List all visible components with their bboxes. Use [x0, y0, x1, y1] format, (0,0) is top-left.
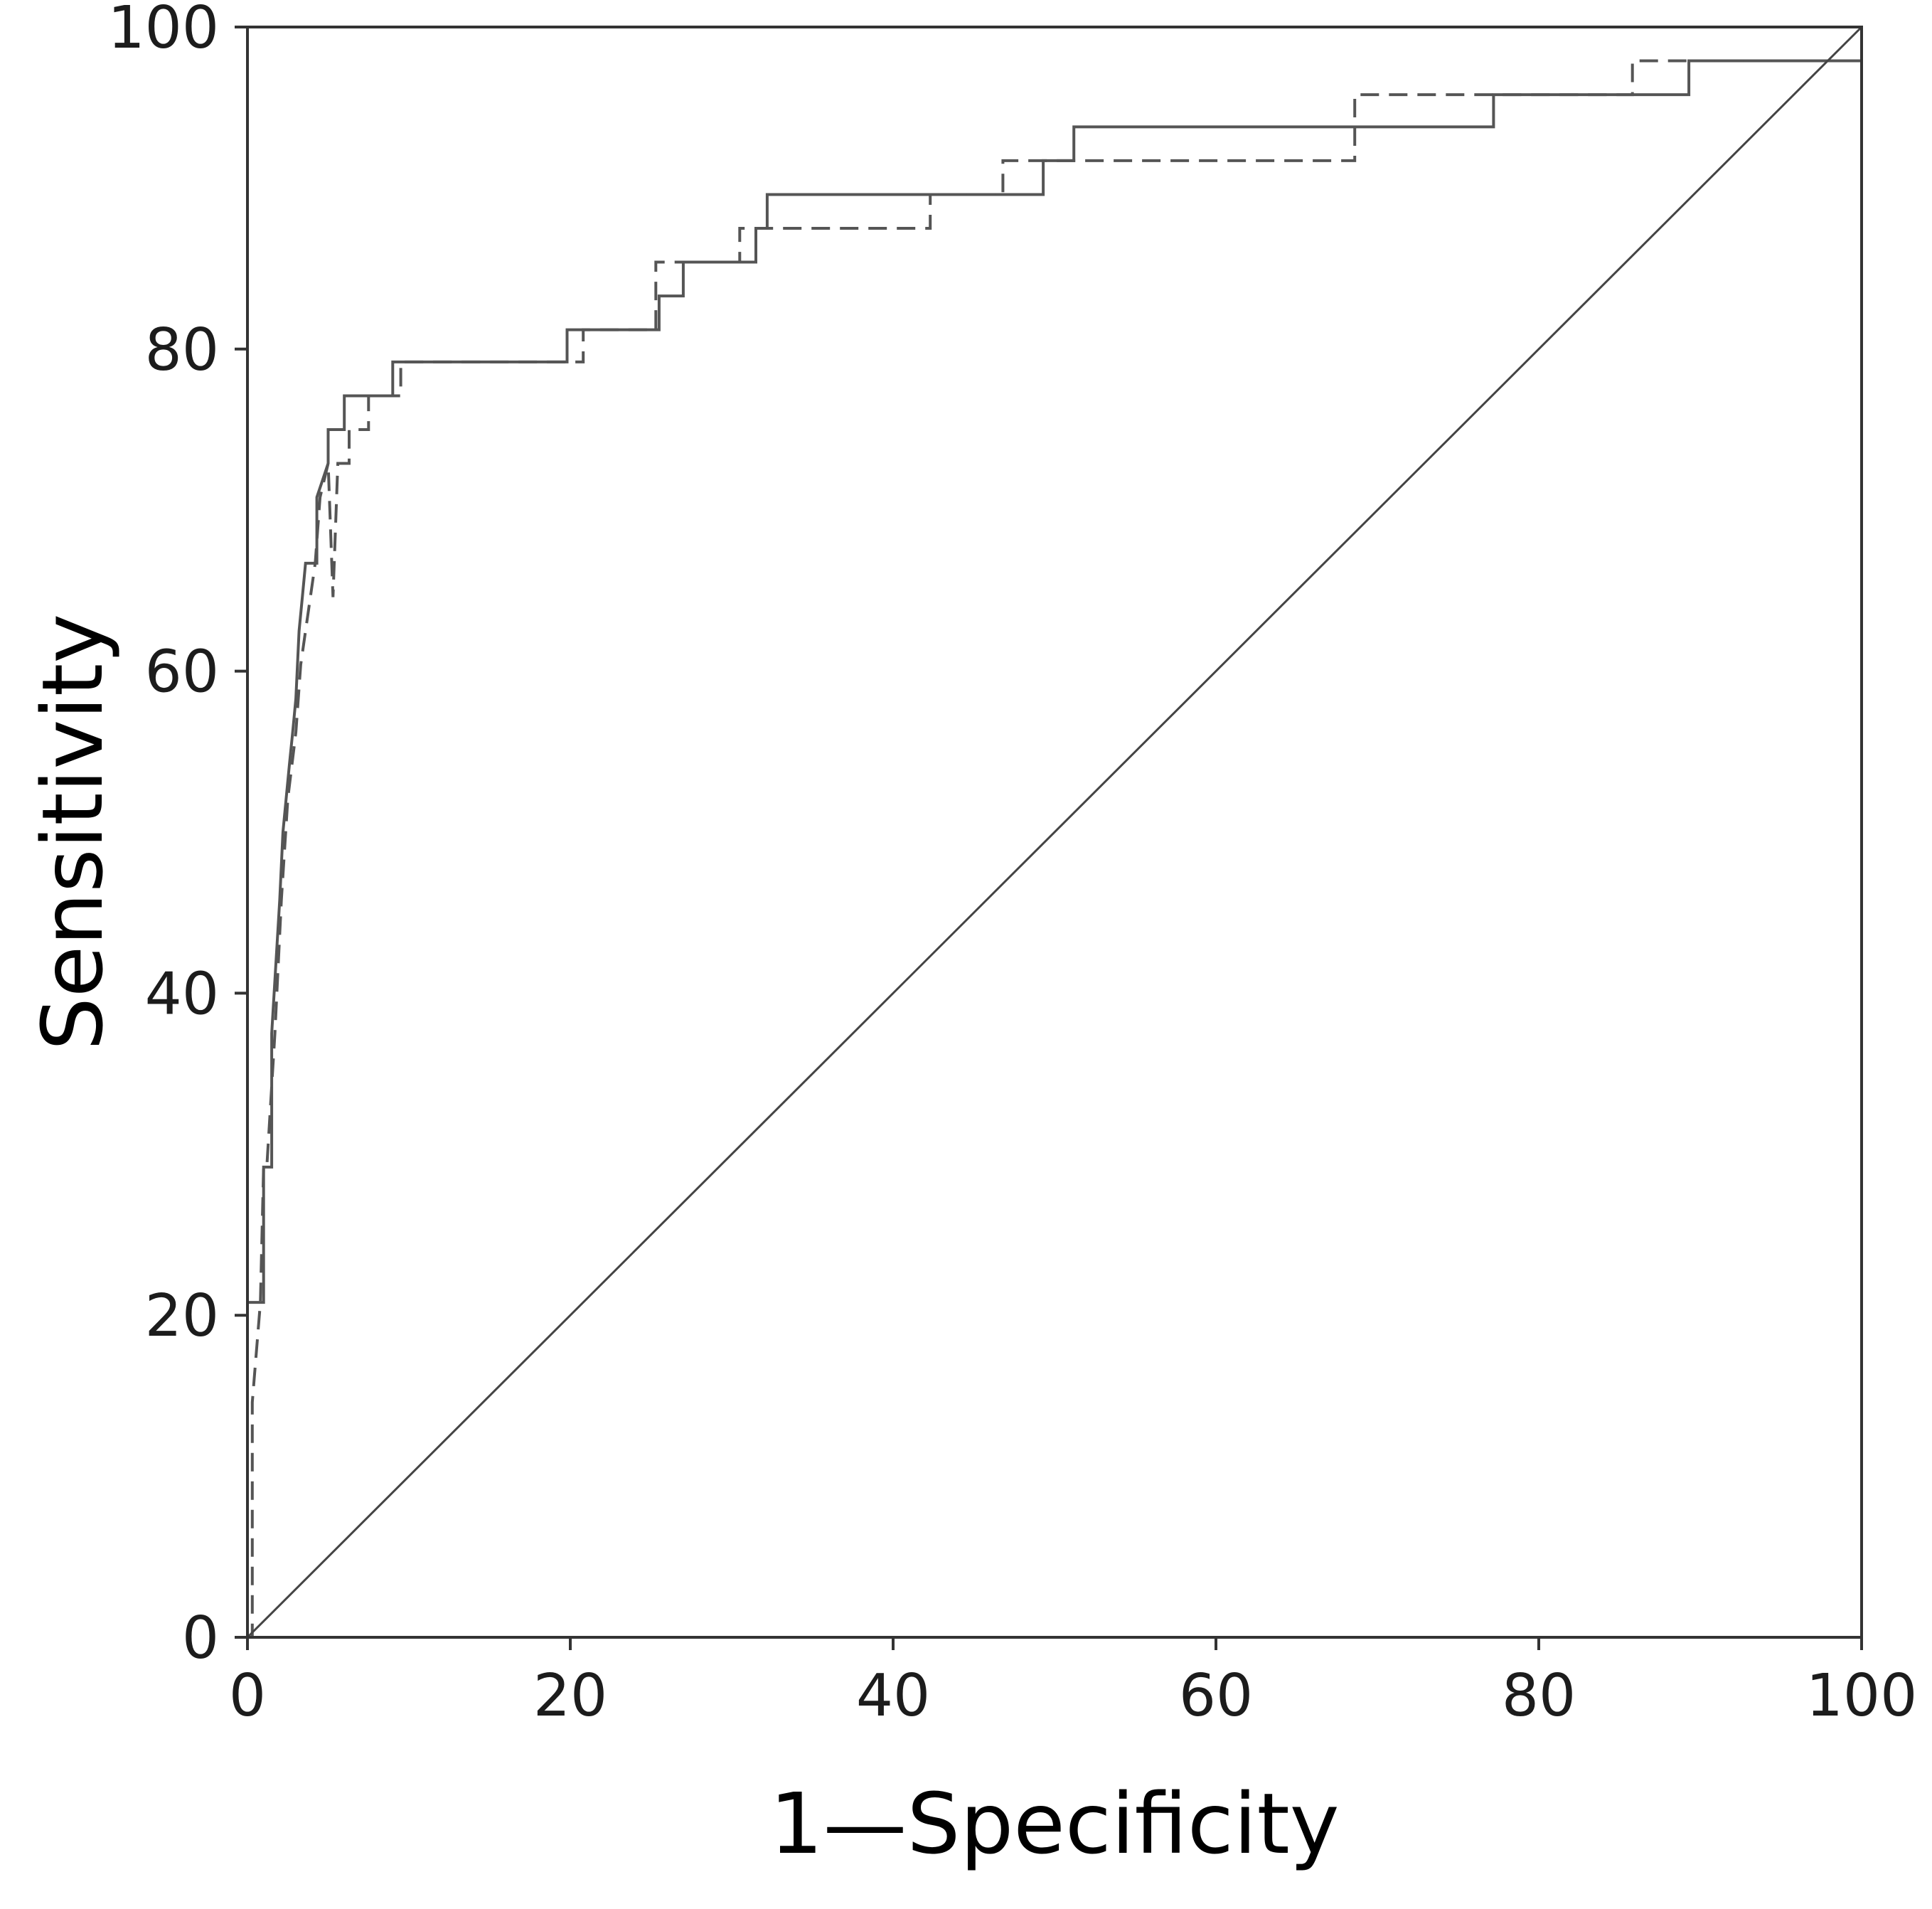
- reference-diagonal-line: [246, 26, 1863, 1639]
- curves-layer: [246, 26, 1863, 1639]
- x-tick-label: 60: [1179, 1662, 1253, 1730]
- y-tick-label: 100: [107, 0, 219, 62]
- x-tick-label: 20: [533, 1662, 607, 1730]
- y-axis-title: Sensitivity: [23, 614, 122, 1051]
- x-axis-title: 1—Specificity: [769, 1775, 1339, 1873]
- y-tick-label: 0: [182, 1605, 219, 1672]
- y-tick-label: 40: [145, 960, 219, 1028]
- x-tick-label: 40: [856, 1662, 930, 1730]
- axes-layer: 0 20 40 60 80 100 0 20 40 60 80 100: [107, 0, 1917, 1730]
- y-tick-label: 60: [145, 639, 219, 706]
- x-tick-label: 0: [229, 1662, 266, 1730]
- y-tick-label: 80: [145, 317, 219, 384]
- x-tick-label: 80: [1502, 1662, 1576, 1730]
- x-tick-label: 100: [1806, 1662, 1918, 1730]
- plot-frame: [246, 26, 1863, 1639]
- roc-curve-dashed-1: [247, 27, 1863, 1639]
- y-tick-label: 20: [145, 1282, 219, 1350]
